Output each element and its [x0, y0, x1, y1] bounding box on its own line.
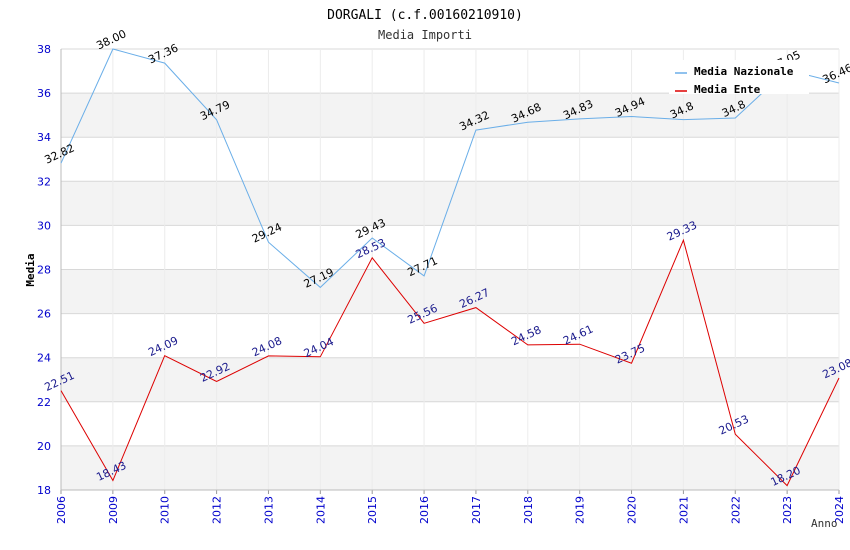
- y-tick-label-28: 28: [37, 264, 51, 277]
- y-tick-label-22: 22: [37, 396, 51, 409]
- y-tick-label-30: 30: [37, 219, 51, 232]
- x-tick-label-2018: 2018: [522, 496, 535, 524]
- y-tick-label-36: 36: [37, 87, 51, 100]
- x-tick-label-2012: 2012: [211, 496, 224, 524]
- band-8: [61, 93, 839, 138]
- x-tick-label-2006: 2006: [55, 496, 68, 524]
- series-lines: [60, 48, 840, 487]
- y-tick-label-24: 24: [37, 352, 51, 365]
- y-tick-label-20: 20: [37, 440, 51, 453]
- y-tick-labels: 18 20 22 24 26 28 30 32 34 36 38: [37, 43, 51, 497]
- legend-label-media-ente: Media Ente: [694, 83, 761, 96]
- legend-label-media-nazionale: Media Nazionale: [694, 65, 794, 78]
- band-0: [61, 445, 839, 490]
- x-tick-label-2016: 2016: [418, 496, 431, 524]
- x-tick-label-2021: 2021: [677, 496, 690, 524]
- x-tick-label-2015: 2015: [366, 496, 379, 524]
- x-tick-label-2014: 2014: [314, 496, 327, 524]
- x-tick-labels: 2006 2009 2010 2012 2013 2014 2015 2016 2017 2018…: [55, 496, 846, 524]
- y-tick-label-18: 18: [37, 484, 51, 497]
- chart-subtitle: Media Importi: [378, 28, 472, 42]
- x-tick-label-2024: 2024: [833, 496, 846, 524]
- x-tick-label-2010: 2010: [159, 496, 172, 524]
- y-tick-label-26: 26: [37, 308, 51, 321]
- x-tick-label-2017: 2017: [470, 496, 483, 524]
- axes: [60, 49, 839, 491]
- series-line-media-ente: [60, 238, 840, 487]
- chart-title: DORGALI (c.f.00160210910): [327, 8, 523, 23]
- y-tick-label-34: 34: [37, 131, 51, 144]
- band-7: [61, 137, 839, 182]
- background-bands: [61, 49, 839, 490]
- y-tick-label-32: 32: [37, 175, 51, 188]
- x-tick-label-2019: 2019: [574, 496, 587, 524]
- series-line-media-nazionale: [60, 48, 840, 289]
- band-4: [61, 269, 839, 314]
- y-axis-label: Media: [24, 253, 37, 286]
- band-5: [61, 225, 839, 270]
- x-tick-label-2020: 2020: [626, 496, 639, 524]
- legend: Media Nazionale Media Ente: [669, 60, 809, 96]
- x-tick-label-2023: 2023: [781, 496, 794, 524]
- x-axis-label: Anno: [811, 517, 838, 530]
- band-3: [61, 313, 839, 358]
- x-tick-label-2009: 2009: [107, 496, 120, 524]
- legend-box: [669, 60, 809, 94]
- x-tick-label-2022: 2022: [729, 496, 742, 524]
- x-tick-label-2013: 2013: [262, 496, 275, 524]
- y-tick-label-38: 38: [37, 43, 51, 56]
- band-1: [61, 401, 839, 446]
- band-2: [61, 357, 839, 402]
